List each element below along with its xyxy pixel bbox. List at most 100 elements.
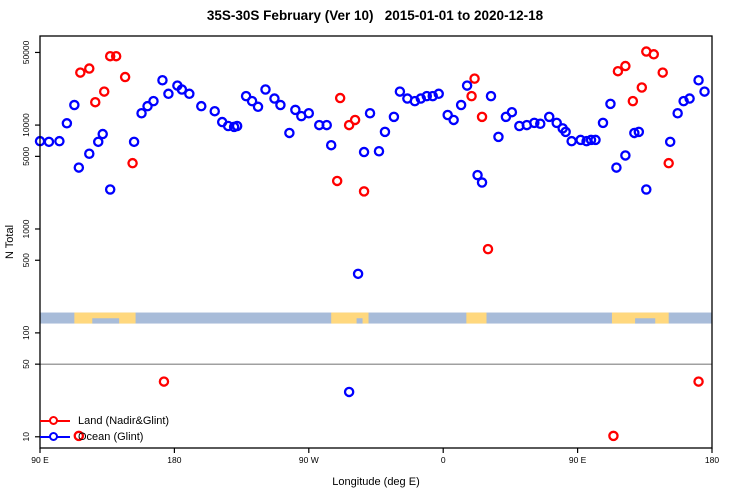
data-point xyxy=(246,95,258,107)
x-tick-label: 90 E xyxy=(31,455,49,465)
y-tick-label: 500 xyxy=(21,253,31,267)
data-point xyxy=(240,90,252,102)
data-point xyxy=(476,111,488,123)
data-point xyxy=(104,184,116,195)
map-band-land-south-america xyxy=(331,312,369,324)
data-point xyxy=(127,157,138,169)
data-point xyxy=(421,90,433,102)
data-point xyxy=(84,63,95,74)
data-point xyxy=(469,73,480,84)
data-point xyxy=(633,126,645,138)
data-point xyxy=(321,119,332,131)
land-series-symbol-icon xyxy=(40,416,70,426)
data-point xyxy=(73,430,85,442)
data-point xyxy=(485,90,497,102)
x-tick-label: 180 xyxy=(705,455,719,465)
data-point xyxy=(373,145,385,157)
data-point xyxy=(506,106,518,118)
data-point xyxy=(128,136,140,148)
data-point xyxy=(43,136,55,148)
data-point xyxy=(54,135,65,147)
data-point xyxy=(269,93,280,104)
data-point xyxy=(379,126,391,138)
data-point xyxy=(415,93,427,104)
data-point xyxy=(343,386,355,398)
legend: Land (Nadir&Glint) Ocean (Glint) xyxy=(40,413,169,445)
x-tick-label: 90 W xyxy=(299,455,319,465)
legend-item-ocean: Ocean (Glint) xyxy=(40,429,169,445)
data-point xyxy=(590,134,601,146)
data-point xyxy=(303,107,315,119)
data-point xyxy=(394,86,406,97)
data-point xyxy=(90,96,101,108)
data-point xyxy=(636,82,648,93)
data-point xyxy=(364,107,376,119)
map-band-coast-notch xyxy=(92,318,120,324)
data-point xyxy=(260,84,271,95)
data-point xyxy=(343,119,355,131)
data-point xyxy=(157,75,168,86)
map-band-land-australia-2 xyxy=(611,312,669,324)
data-point xyxy=(566,135,577,147)
data-point xyxy=(657,67,668,78)
data-point xyxy=(331,175,343,187)
ocean-series-symbol-icon xyxy=(40,432,70,442)
data-point xyxy=(575,134,586,146)
y-tick-label: 100 xyxy=(21,326,31,340)
data-point xyxy=(608,430,619,442)
data-point xyxy=(98,86,110,97)
map-band-coast-notch xyxy=(635,318,656,324)
legend-label-ocean: Ocean (Glint) xyxy=(78,431,144,443)
data-point xyxy=(433,88,444,100)
data-point xyxy=(349,114,361,126)
data-point xyxy=(693,75,704,86)
data-point xyxy=(597,117,609,129)
data-point xyxy=(560,126,571,138)
map-band-land-australia-1 xyxy=(74,312,136,324)
data-point xyxy=(693,376,704,387)
data-point xyxy=(620,150,631,161)
data-point xyxy=(252,101,264,113)
data-point xyxy=(641,184,652,195)
data-point xyxy=(334,92,346,104)
data-point xyxy=(73,162,85,173)
data-point xyxy=(75,67,86,78)
data-point xyxy=(482,243,494,255)
x-tick-label: 90 E xyxy=(569,455,587,465)
data-point xyxy=(352,268,364,280)
legend-label-land: Land (Nadir&Glint) xyxy=(78,415,170,427)
data-point xyxy=(472,169,483,181)
x-tick-label: 180 xyxy=(167,455,181,465)
data-point xyxy=(442,109,453,121)
data-point xyxy=(184,88,195,100)
y-tick-label: 5000 xyxy=(21,147,31,166)
data-point xyxy=(92,136,104,148)
data-point xyxy=(664,136,676,148)
map-band-coast-notch xyxy=(356,318,363,324)
data-point xyxy=(110,50,122,62)
y-tick-label: 10 xyxy=(21,432,31,442)
data-point xyxy=(620,60,631,72)
map-band-land-south-africa xyxy=(466,312,487,324)
data-point xyxy=(176,84,188,95)
plot-title: 35S-30S February (Ver 10) 2015-01-01 to … xyxy=(206,8,544,23)
data-point xyxy=(448,114,459,126)
data-point xyxy=(84,148,95,159)
data-point xyxy=(466,90,477,102)
data-point xyxy=(529,117,540,129)
data-point xyxy=(461,80,473,91)
data-point xyxy=(388,111,400,123)
y-tick-label: 50 xyxy=(21,359,31,369)
data-point xyxy=(612,65,624,77)
plot-box xyxy=(39,35,713,449)
data-point xyxy=(97,128,108,140)
data-point xyxy=(104,50,116,62)
data-point xyxy=(358,186,370,197)
data-point xyxy=(551,117,562,129)
legend-item-land: Land (Nadir&Glint) xyxy=(40,413,169,429)
data-point xyxy=(275,99,286,111)
data-point xyxy=(290,104,301,116)
data-point xyxy=(684,93,695,104)
data-point xyxy=(672,107,683,119)
